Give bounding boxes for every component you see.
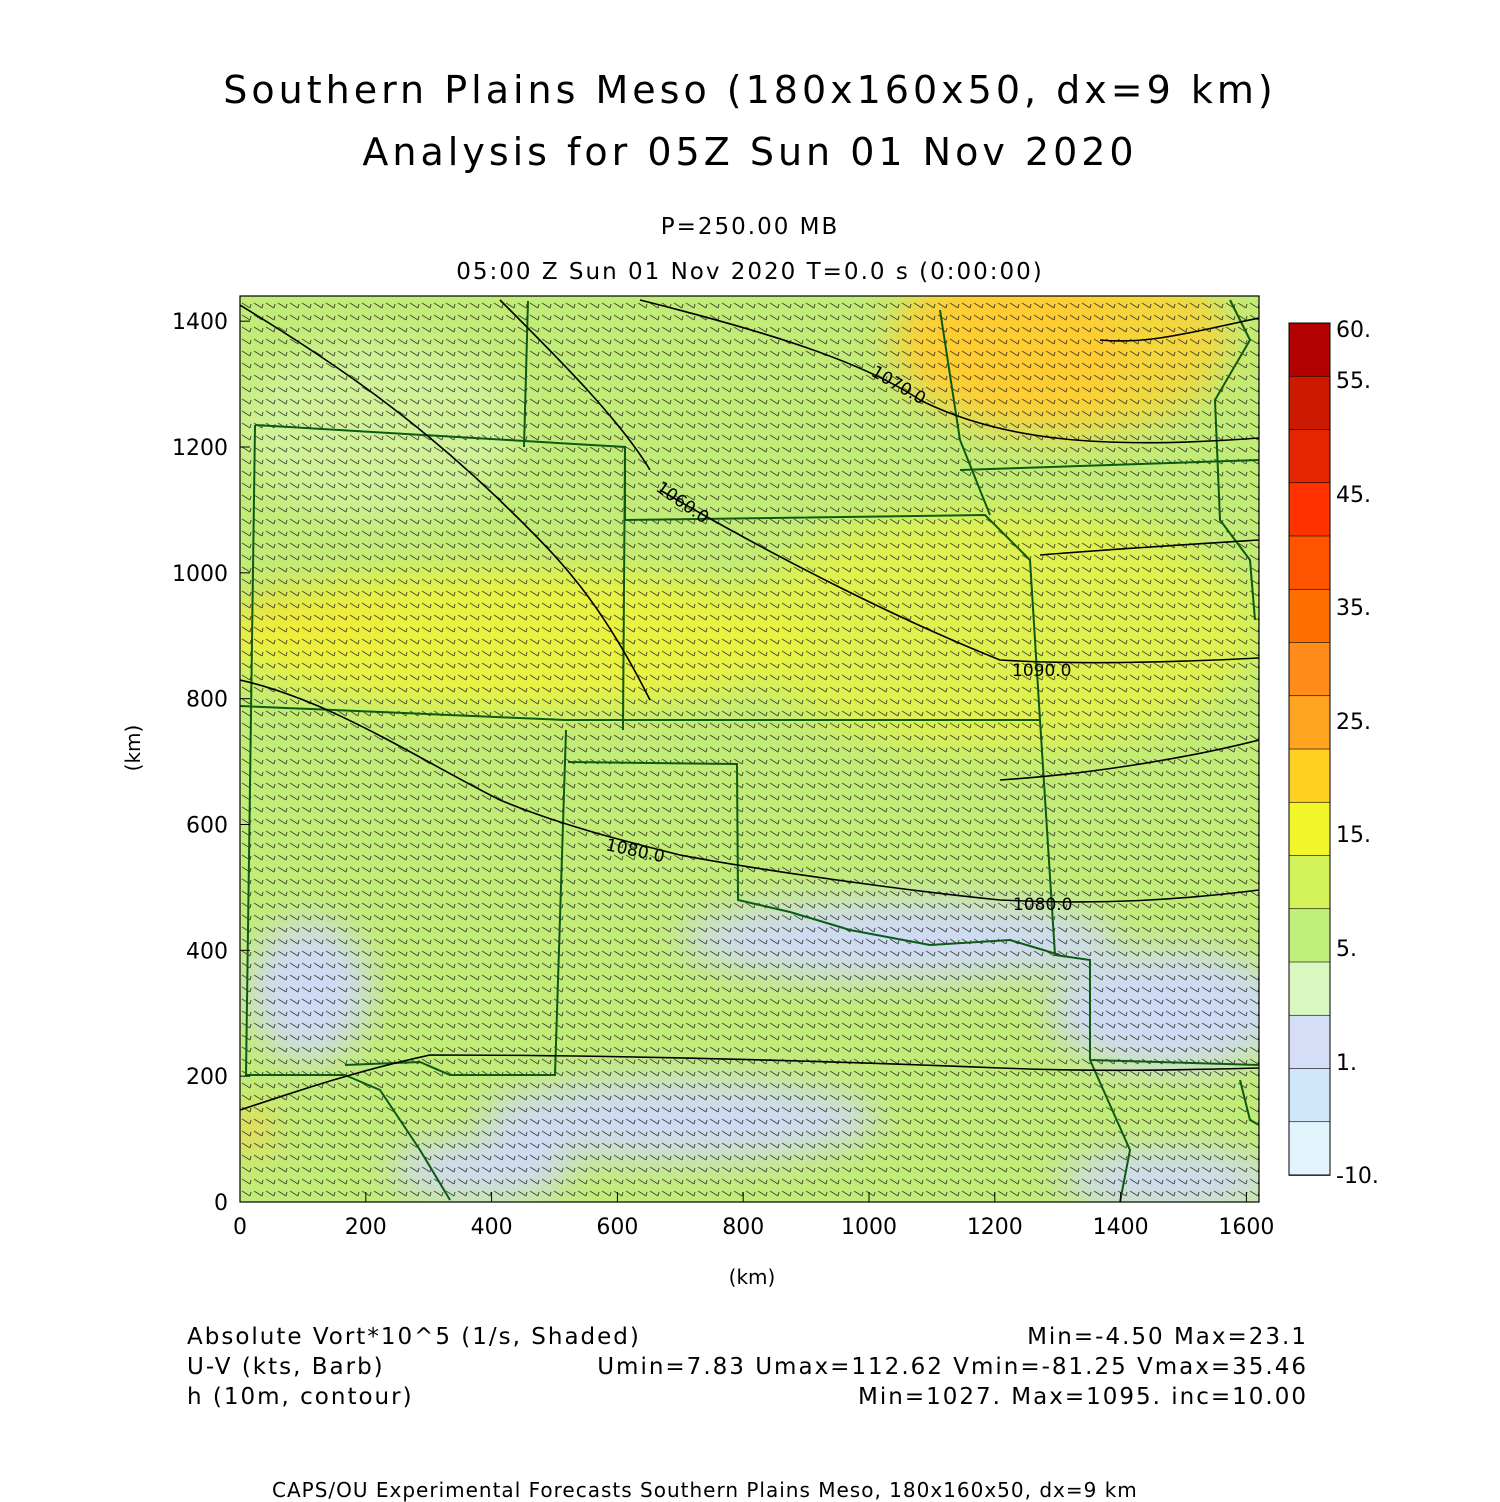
- y-tick-label: 600: [186, 814, 228, 839]
- x-tick-label: 1400: [1093, 1215, 1149, 1240]
- x-tick-label: 0: [233, 1215, 247, 1240]
- colorbar-segment: [1288, 375, 1331, 431]
- legend-field2-name: U-V (kts, Barb): [187, 1354, 385, 1380]
- y-tick-label: 0: [214, 1191, 228, 1216]
- title-line-2: Analysis for 05Z Sun 01 Nov 2020: [362, 130, 1138, 174]
- colorbar-segment: [1288, 961, 1331, 1017]
- boundary-north-a: [523, 300, 529, 448]
- colorbar-label: 45.: [1336, 483, 1371, 508]
- colorbar-frame: [1288, 322, 1331, 1176]
- contour-middle: [659, 489, 1259, 664]
- colorbar-segment: [1288, 695, 1331, 750]
- boundary-north-b: [622, 446, 626, 731]
- x-tick-label: 600: [596, 1215, 638, 1240]
- title-line-1: Southern Plains Meso (180x160x50, dx=9 k…: [223, 68, 1277, 112]
- boundary-west: [244, 424, 345, 1076]
- boundary-red-river: [567, 761, 1061, 956]
- colorbar-label: 35.: [1336, 596, 1371, 621]
- contour-west: [240, 304, 651, 701]
- colorbar-segment: [1288, 801, 1331, 857]
- legend-field1-stats: Min=-4.50 Max=23.1: [1027, 1324, 1308, 1350]
- height-contours: [240, 299, 1259, 1111]
- plot-frame: [239, 295, 1260, 1203]
- colorbar-segment: [1288, 482, 1331, 537]
- boundary-texas-louisiana: [1089, 1059, 1132, 1202]
- x-tick-label: 1600: [1218, 1215, 1274, 1240]
- x-axis-ticks: 0 200 400 600 800 1000 1200 1400 1600: [233, 1192, 1274, 1240]
- colorbar-label: 15.: [1336, 823, 1371, 848]
- colorbar-segment: [1288, 588, 1331, 644]
- colorbar-segment: [1288, 322, 1331, 378]
- colorbar-segment: [1288, 535, 1331, 591]
- y-tick-label: 200: [186, 1065, 228, 1090]
- contour-east-b: [1039, 539, 1259, 556]
- colorbar-label: -10.: [1336, 1164, 1379, 1189]
- colorbar-label: 60.: [1336, 318, 1371, 343]
- colorbar-segment: [1288, 908, 1331, 963]
- colorbar-segment: [1288, 748, 1331, 804]
- legend-field3-name: h (10m, contour): [187, 1384, 414, 1410]
- x-tick-label: 1000: [841, 1215, 897, 1240]
- colorbar: [1288, 322, 1331, 1176]
- boundary-missouri-river: [939, 309, 991, 516]
- contour-label: 1080.0: [1013, 895, 1072, 915]
- plot-area: 1070.0 1060.0 1090.0 1080.0 1080.0: [240, 296, 1259, 1202]
- x-tick-label: 800: [722, 1215, 764, 1240]
- colorbar-label: 5.: [1336, 937, 1357, 962]
- colorbar-segment: [1288, 1014, 1331, 1070]
- boundary-rio-grande: [344, 1074, 451, 1201]
- colorbar-label: 25.: [1336, 710, 1371, 735]
- boundary-arkansas-louisiana: [1089, 1059, 1259, 1066]
- x-axis-label: (km): [729, 1265, 776, 1289]
- y-axis-ticks: 0 200 400 600 800 1000 1200 1400: [172, 310, 250, 1216]
- boundary-iowa-missouri: [959, 459, 1259, 471]
- contour-north-a: [499, 299, 651, 471]
- contour-east-a: [999, 739, 1259, 781]
- y-tick-label: 800: [186, 688, 228, 713]
- x-tick-label: 1200: [967, 1215, 1023, 1240]
- x-tick-label: 400: [471, 1215, 513, 1240]
- contour-north-b: [639, 299, 1259, 444]
- pressure-level: P=250.00 MB: [660, 214, 840, 240]
- colorbar-label: 55.: [1336, 369, 1371, 394]
- y-tick-label: 1200: [172, 436, 228, 461]
- colorbar-segment: [1288, 1068, 1331, 1123]
- colorbar-segment: [1288, 855, 1331, 910]
- contour-gulf: [240, 1054, 1259, 1111]
- wind-barbs: [240, 296, 1259, 1202]
- colorbar-segment: [1288, 429, 1331, 484]
- state-boundaries: [240, 299, 1259, 1202]
- contour-northeast: [1099, 317, 1259, 342]
- y-tick-label: 1400: [172, 310, 228, 335]
- colorbar-label: 1.: [1336, 1051, 1357, 1076]
- contour-label: 1090.0: [1012, 661, 1071, 681]
- legend-field2-stats: Umin=7.83 Umax=112.62 Vmin=-81.25 Vmax=3…: [597, 1354, 1308, 1380]
- y-axis-label: (km): [121, 725, 145, 772]
- y-tick-label: 400: [186, 939, 228, 964]
- boundary-southeast: [1239, 1079, 1259, 1126]
- valid-time: 05:00 Z Sun 01 Nov 2020 T=0.0 s (0:00:00…: [456, 259, 1044, 285]
- boundary-mississippi: [1213, 299, 1256, 621]
- x-tick-label: 200: [345, 1215, 387, 1240]
- colorbar-segment: [1288, 1121, 1331, 1176]
- colorbar-segment: [1288, 642, 1331, 697]
- legend-field1-name: Absolute Vort*10^5 (1/s, Shaded): [187, 1324, 641, 1350]
- colorbar-labels: 60. 55. 45. 35. 25. 15. 5. 1. -10.: [1336, 318, 1379, 1189]
- legend-field3-stats: Min=1027. Max=1095. inc=10.00: [858, 1384, 1308, 1410]
- y-tick-label: 1000: [172, 562, 228, 587]
- contour-south: [240, 679, 1259, 903]
- footer-credit: CAPS/OU Experimental Forecasts Southern …: [272, 1478, 1138, 1502]
- boundary-36n: [240, 705, 1040, 721]
